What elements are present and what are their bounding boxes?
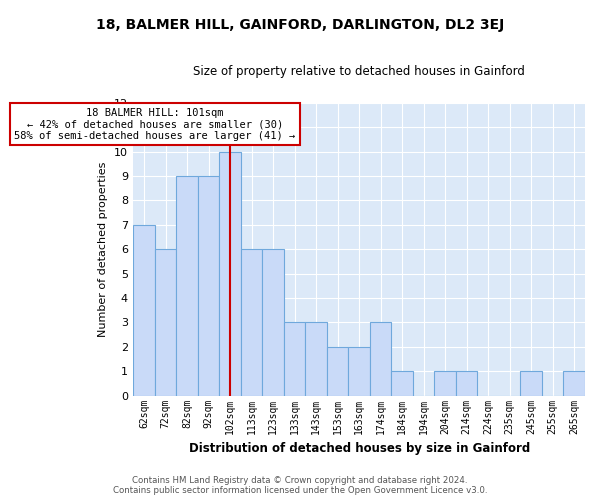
Bar: [456, 371, 478, 396]
Text: 18, BALMER HILL, GAINFORD, DARLINGTON, DL2 3EJ: 18, BALMER HILL, GAINFORD, DARLINGTON, D…: [96, 18, 504, 32]
Bar: [370, 322, 391, 396]
Bar: [133, 225, 155, 396]
Text: Contains HM Land Registry data © Crown copyright and database right 2024.
Contai: Contains HM Land Registry data © Crown c…: [113, 476, 487, 495]
Bar: [198, 176, 220, 396]
X-axis label: Distribution of detached houses by size in Gainford: Distribution of detached houses by size …: [188, 442, 530, 455]
Bar: [391, 371, 413, 396]
Bar: [349, 347, 370, 396]
Bar: [220, 152, 241, 396]
Bar: [262, 249, 284, 396]
Bar: [520, 371, 542, 396]
Bar: [176, 176, 198, 396]
Text: 18 BALMER HILL: 101sqm
← 42% of detached houses are smaller (30)
58% of semi-det: 18 BALMER HILL: 101sqm ← 42% of detached…: [14, 108, 296, 141]
Bar: [327, 347, 349, 396]
Bar: [434, 371, 456, 396]
Bar: [563, 371, 585, 396]
Bar: [241, 249, 262, 396]
Bar: [305, 322, 327, 396]
Bar: [155, 249, 176, 396]
Title: Size of property relative to detached houses in Gainford: Size of property relative to detached ho…: [193, 65, 525, 78]
Y-axis label: Number of detached properties: Number of detached properties: [98, 162, 108, 337]
Bar: [284, 322, 305, 396]
